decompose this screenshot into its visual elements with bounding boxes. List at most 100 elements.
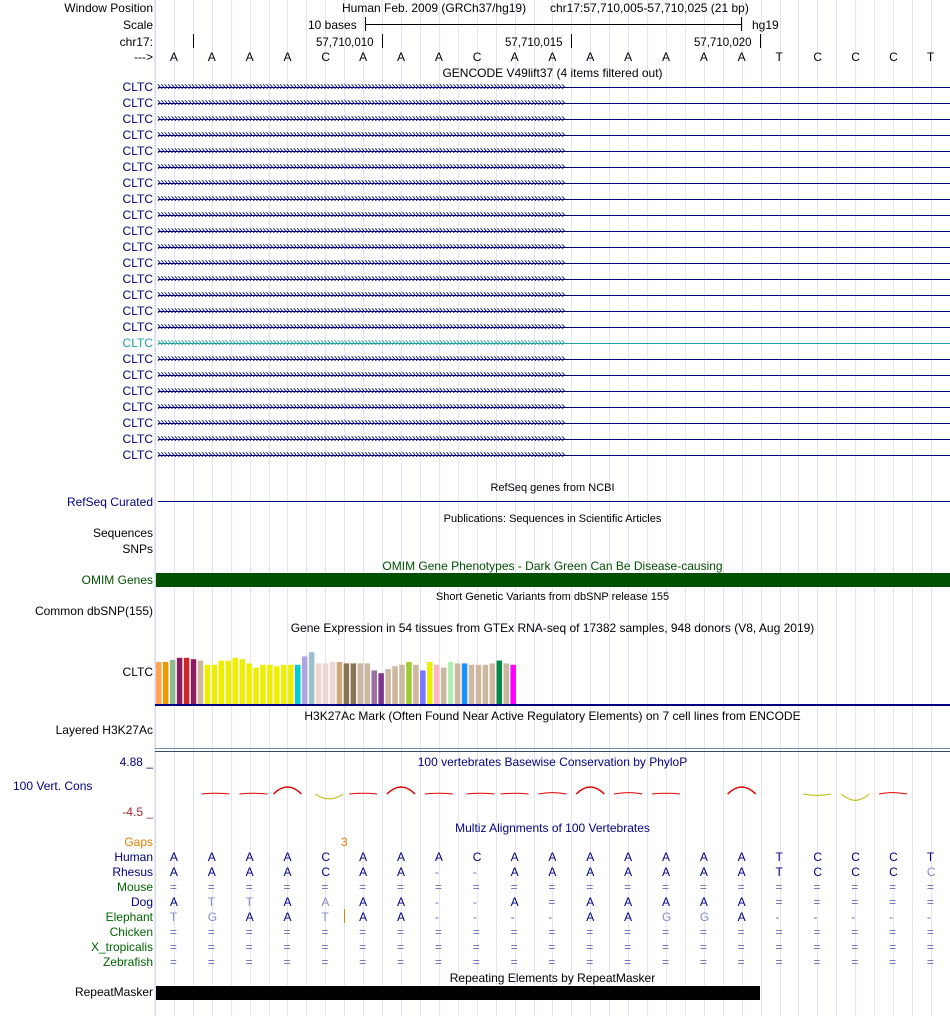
- species-label[interactable]: Zebrafish: [102, 955, 153, 969]
- alignment-base: A: [586, 850, 595, 864]
- gencode-gene-label[interactable]: CLTC: [122, 336, 153, 350]
- gencode-transcript-line[interactable]: [158, 455, 950, 456]
- gencode-transcript-line[interactable]: [158, 263, 950, 264]
- h3k27ac-label[interactable]: Layered H3K27Ac: [55, 723, 153, 737]
- phylop-score-mark: [538, 792, 567, 795]
- gencode-gene-label[interactable]: CLTC: [122, 160, 153, 174]
- gtex-tissue-bar: [218, 660, 225, 704]
- repeatmasker-track-title[interactable]: Repeating Elements by RepeatMasker: [449, 971, 656, 985]
- sequences-label[interactable]: Sequences: [92, 526, 153, 540]
- repeatmasker-element-bar[interactable]: [156, 986, 760, 1000]
- gaps-label[interactable]: Gaps: [124, 835, 153, 849]
- alignment-base: =: [586, 955, 594, 969]
- gtex-tissue-bar: [392, 666, 398, 704]
- gencode-transcript-line[interactable]: [158, 231, 950, 232]
- gencode-transcript-line[interactable]: [158, 359, 950, 360]
- gencode-transcript-line[interactable]: [158, 439, 950, 440]
- gencode-gene-label[interactable]: CLTC: [122, 176, 153, 190]
- gencode-track-title[interactable]: GENCODE V49lift37 (4 items filtered out): [442, 66, 663, 80]
- dbsnp-label[interactable]: Common dbSNP(155): [34, 604, 153, 618]
- species-label[interactable]: Chicken: [109, 925, 153, 939]
- gencode-gene-label[interactable]: CLTC: [122, 240, 153, 254]
- gencode-gene-label[interactable]: CLTC: [122, 432, 153, 446]
- gencode-gene-label[interactable]: CLTC: [122, 208, 153, 222]
- refseq-track-title[interactable]: RefSeq genes from NCBI: [490, 482, 615, 494]
- publications-track-title[interactable]: Publications: Sequences in Scientific Ar…: [443, 513, 662, 525]
- gencode-gene-label[interactable]: CLTC: [122, 416, 153, 430]
- gencode-transcript-line[interactable]: [158, 391, 950, 392]
- gencode-transcript-line[interactable]: [158, 247, 950, 248]
- gtex-gene-label[interactable]: CLTC: [122, 665, 153, 679]
- gencode-gene-label[interactable]: CLTC: [122, 144, 153, 158]
- gencode-gene-label[interactable]: CLTC: [122, 288, 153, 302]
- gencode-transcript-line[interactable]: [158, 343, 950, 344]
- repeatmasker-label[interactable]: RepeatMasker: [74, 985, 153, 999]
- gencode-transcript-line[interactable]: [158, 375, 950, 376]
- gencode-gene-label[interactable]: CLTC: [122, 384, 153, 398]
- species-label[interactable]: Elephant: [105, 910, 153, 924]
- alignment-base: =: [472, 955, 480, 969]
- species-label[interactable]: Rhesus: [112, 865, 153, 879]
- species-label[interactable]: Human: [114, 850, 153, 864]
- gencode-gene-label[interactable]: CLTC: [122, 304, 153, 318]
- phylop-score-mark: [500, 792, 529, 795]
- gencode-transcript-line[interactable]: [158, 87, 950, 88]
- alignment-base: =: [737, 940, 745, 954]
- gencode-transcript-line[interactable]: [158, 279, 950, 280]
- species-label[interactable]: Dog: [130, 895, 153, 909]
- multiz-track-title[interactable]: Multiz Alignments of 100 Vertebrates: [455, 821, 650, 835]
- gtex-track-title[interactable]: Gene Expression in 54 tissues from GTEx …: [290, 621, 815, 635]
- gencode-transcript-line[interactable]: [158, 119, 950, 120]
- gencode-gene-label[interactable]: CLTC: [122, 352, 153, 366]
- gencode-gene-label[interactable]: CLTC: [122, 400, 153, 414]
- gencode-gene-label[interactable]: CLTC: [122, 272, 153, 286]
- alignment-base: A: [699, 865, 708, 879]
- gencode-transcript-line[interactable]: [158, 135, 950, 136]
- snps-label[interactable]: SNPs: [122, 542, 153, 556]
- alignment-base: =: [207, 955, 215, 969]
- gencode-gene-label[interactable]: CLTC: [122, 112, 153, 126]
- gtex-expression-chart[interactable]: [155, 634, 555, 704]
- gencode-gene-label[interactable]: CLTC: [122, 320, 153, 334]
- phylop-label[interactable]: 100 Vert. Cons: [13, 779, 93, 793]
- alignment-base: =: [813, 925, 821, 939]
- alignment-base: A: [737, 910, 746, 924]
- gencode-gene-label[interactable]: CLTC: [122, 256, 153, 270]
- gencode-gene-label[interactable]: CLTC: [122, 192, 153, 206]
- phylop-conservation-plot[interactable]: [155, 775, 950, 815]
- gtex-tissue-bar: [378, 673, 384, 704]
- gencode-transcript-line[interactable]: [158, 103, 950, 104]
- gencode-transcript-line[interactable]: [158, 423, 950, 424]
- omim-track-title[interactable]: OMIM Gene Phenotypes - Dark Green Can Be…: [382, 559, 723, 573]
- gencode-gene-label[interactable]: CLTC: [122, 448, 153, 462]
- refseq-label[interactable]: RefSeq Curated: [66, 495, 153, 509]
- omim-gene-bar[interactable]: [156, 573, 950, 587]
- species-label[interactable]: X_tropicalis: [90, 940, 153, 954]
- gtex-tissue-bar: [190, 659, 197, 704]
- gencode-transcript-line[interactable]: [158, 407, 950, 408]
- gencode-transcript-line[interactable]: [158, 215, 950, 216]
- phylop-track-title[interactable]: 100 vertebrates Basewise Conservation by…: [417, 755, 688, 769]
- dbsnp-track-title[interactable]: Short Genetic Variants from dbSNP releas…: [435, 591, 670, 603]
- alignment-base: A: [359, 895, 368, 909]
- gencode-gene-label[interactable]: CLTC: [122, 128, 153, 142]
- gencode-transcript-line[interactable]: [158, 199, 950, 200]
- phylop-score-mark: [727, 786, 757, 795]
- gencode-transcript-line[interactable]: [158, 167, 950, 168]
- scale-bar: [365, 24, 741, 25]
- gencode-gene-label[interactable]: CLTC: [122, 96, 153, 110]
- omim-label[interactable]: OMIM Genes: [81, 573, 153, 587]
- gencode-transcript-line[interactable]: [158, 327, 950, 328]
- gencode-transcript-line[interactable]: [158, 295, 950, 296]
- gencode-gene-label[interactable]: CLTC: [122, 80, 153, 94]
- base-letter: A: [434, 50, 443, 64]
- refseq-gene-line[interactable]: [158, 501, 950, 502]
- gencode-gene-label[interactable]: CLTC: [122, 224, 153, 238]
- h3k27ac-track-title[interactable]: H3K27Ac Mark (Often Found Near Active Re…: [304, 709, 801, 723]
- gencode-transcript-line[interactable]: [158, 151, 950, 152]
- species-label[interactable]: Mouse: [116, 880, 153, 894]
- gencode-transcript-line[interactable]: [158, 311, 950, 312]
- alignment-base: =: [169, 940, 177, 954]
- gencode-gene-label[interactable]: CLTC: [122, 368, 153, 382]
- gencode-transcript-line[interactable]: [158, 183, 950, 184]
